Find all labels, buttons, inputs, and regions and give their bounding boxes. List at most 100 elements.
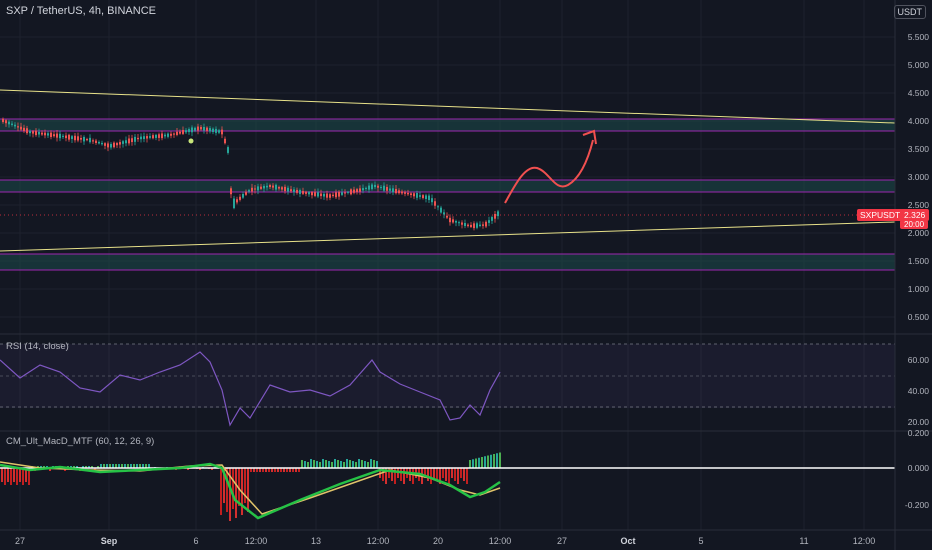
candle-body [152, 135, 154, 139]
macd-histogram-bar [148, 464, 150, 468]
support-resistance-zones [0, 118, 895, 271]
price-axis-label: 1.000 [907, 284, 929, 294]
candle-body [284, 186, 286, 192]
price-axis-label: 2.000 [907, 228, 929, 238]
macd-histogram-bar [295, 468, 297, 472]
time-axis-label: 12:00 [852, 536, 876, 546]
candle-body [491, 217, 493, 221]
macd-histogram-bar [307, 462, 309, 468]
macd-title[interactable]: CM_Ult_MacD_MTF (60, 12, 26, 9) [6, 436, 155, 447]
candle-body [218, 130, 220, 133]
macd-histogram-bar [235, 468, 237, 518]
symbol-title[interactable]: SXP / TetherUS, 4h, BINANCE [6, 5, 156, 17]
candle-body [122, 141, 124, 144]
macd-histogram-bar [478, 457, 480, 468]
candle-body [203, 126, 205, 131]
time-axis-label: Sep [100, 536, 118, 546]
macd-histogram-bar [463, 468, 465, 481]
macd-histogram-bar [106, 464, 108, 468]
candle-body [467, 224, 469, 227]
macd-histogram-bar [103, 464, 105, 468]
price-axis-label: 4.500 [907, 88, 929, 98]
macd-histogram-bar [118, 464, 120, 468]
candle-body [74, 135, 76, 141]
candle-body [146, 136, 148, 139]
candle-body [485, 221, 487, 227]
macd-histogram-bar [340, 461, 342, 468]
candle-body [437, 206, 439, 208]
candle-body [194, 127, 196, 131]
rsi-title[interactable]: RSI (14, close) [6, 341, 69, 352]
macd-histogram-bar [394, 468, 396, 484]
macd-histogram-bar [382, 468, 384, 481]
macd-histogram-bar [298, 468, 300, 472]
candle-body [341, 192, 343, 195]
time-axis-label: 20 [432, 536, 444, 546]
currency-badge[interactable]: USDT [893, 5, 926, 19]
candle-body [29, 130, 31, 134]
macd-histogram-bar [433, 468, 435, 478]
candle-body [2, 118, 4, 123]
candle-body [350, 189, 352, 195]
candle-body [419, 195, 421, 197]
macd-histogram-bar [124, 464, 126, 468]
macd-histogram-bar [352, 461, 354, 468]
macd-histogram-bar [268, 468, 270, 472]
candle-body [266, 185, 268, 188]
time-axis-label: Oct [620, 536, 636, 546]
macd-histogram-bar [493, 454, 495, 468]
time-axis-label: 6 [193, 536, 199, 546]
candle-body [92, 140, 94, 142]
candle-body [338, 191, 340, 197]
macd-histogram-bar [82, 466, 84, 468]
candle-body [164, 134, 166, 137]
macd-histogram-bar [328, 461, 330, 468]
rsi-line [0, 351, 501, 427]
candle-body [107, 143, 109, 148]
macd-histogram-bar [265, 468, 267, 472]
time-axis-label: 11 [799, 536, 809, 546]
candle-body [38, 131, 40, 135]
candle-body [101, 142, 103, 145]
macd-histogram-bar [271, 468, 273, 472]
macd-histogram [1, 452, 501, 521]
macd-histogram-bar [286, 468, 288, 472]
candle-body [290, 189, 292, 192]
time-axis-label: 13 [310, 536, 322, 546]
price-axis-label: 3.000 [907, 172, 929, 182]
macd-histogram-bar [388, 468, 390, 478]
macd-histogram-bar [469, 460, 471, 468]
macd-histogram-bar [127, 464, 129, 468]
candle-body [479, 224, 481, 226]
candle-body [242, 194, 244, 198]
candle-body [302, 190, 304, 194]
macd-histogram-bar [334, 459, 336, 468]
macd-histogram-bar [385, 468, 387, 484]
macd-histogram-bar [451, 468, 453, 478]
macd-histogram-bar [280, 468, 282, 472]
macd-histogram-bar [25, 468, 27, 482]
macd-histogram-bar [16, 468, 18, 485]
macd-histogram-bar [121, 464, 123, 468]
candle-body [221, 129, 223, 135]
macd-histogram-bar [43, 466, 45, 468]
candle-body [287, 187, 289, 192]
candle-body [134, 136, 136, 142]
candle-body [113, 142, 115, 148]
macd-histogram-bar [7, 468, 9, 482]
macd-histogram-bar [229, 468, 231, 521]
last-price-ticker-tag: SXPUSDT [857, 209, 904, 221]
macd-histogram-bar [331, 462, 333, 468]
candle-body [413, 193, 415, 197]
macd-label-zero: 0.000 [907, 463, 929, 473]
macd-histogram-bar [358, 459, 360, 468]
macd-histogram-bar [211, 468, 213, 470]
macd-histogram-bar [259, 468, 261, 472]
macd-histogram-bar [391, 468, 393, 481]
candle-body [98, 141, 100, 144]
macd-histogram-bar [364, 461, 366, 468]
macd-histogram-bar [445, 468, 447, 481]
candle-body [59, 133, 61, 139]
macd-histogram-bar [250, 468, 252, 472]
